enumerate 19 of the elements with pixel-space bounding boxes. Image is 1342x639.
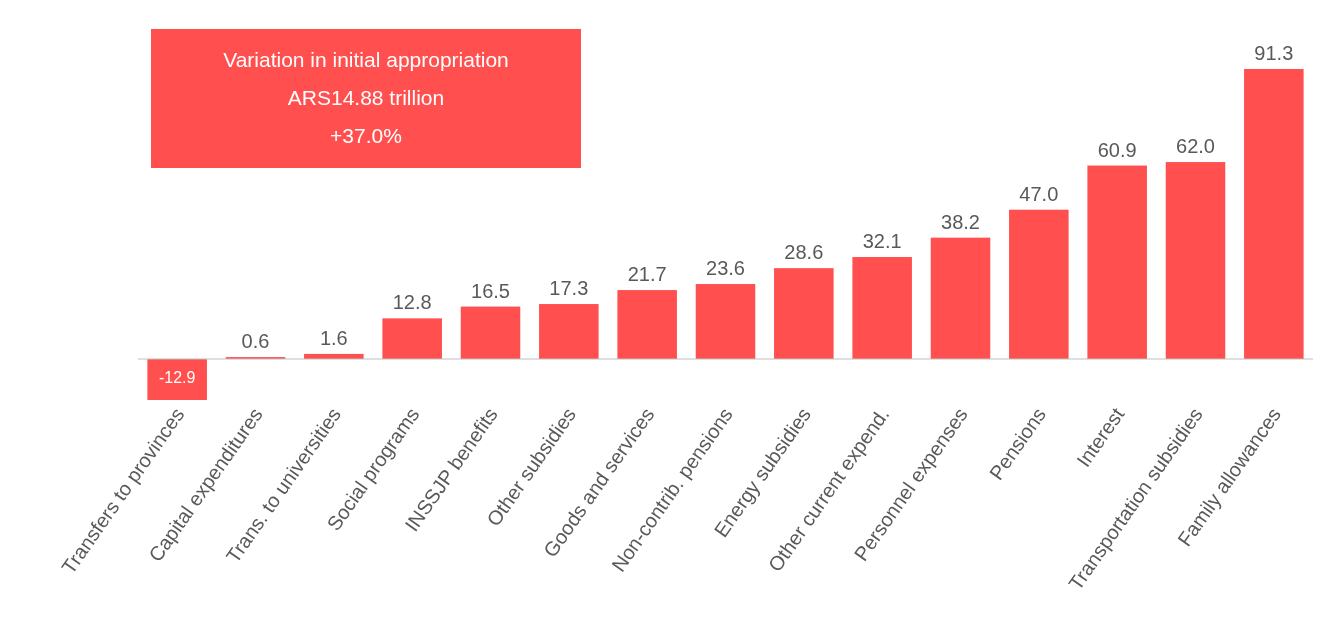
data-label: 16.5	[471, 279, 510, 302]
data-label: 62.0	[1176, 135, 1215, 158]
data-label: 0.6	[241, 330, 270, 353]
data-label: 32.1	[862, 230, 902, 253]
data-label: 1.6	[319, 326, 348, 349]
data-label: -12.9	[158, 369, 196, 386]
annotation: Variation in initial appropriation	[223, 48, 509, 71]
data-label: 23.6	[706, 257, 745, 280]
data-label: 12.8	[392, 291, 432, 314]
data-label: 17.3	[549, 277, 589, 300]
data-label: 28.6	[784, 241, 824, 264]
annotation: +37.0%	[330, 124, 402, 147]
data-label: 38.2	[941, 210, 980, 233]
data-label: 60.9	[1097, 138, 1137, 161]
data-label: 91.3	[1254, 42, 1294, 64]
data-label: 21.7	[627, 263, 667, 286]
annotation: ARS14.88 trillion	[287, 86, 445, 109]
data-label: 47.0	[1019, 182, 1059, 205]
note-box: Variation in initial appropriation ARS14.88 trillion +37.0%	[151, 29, 581, 168]
